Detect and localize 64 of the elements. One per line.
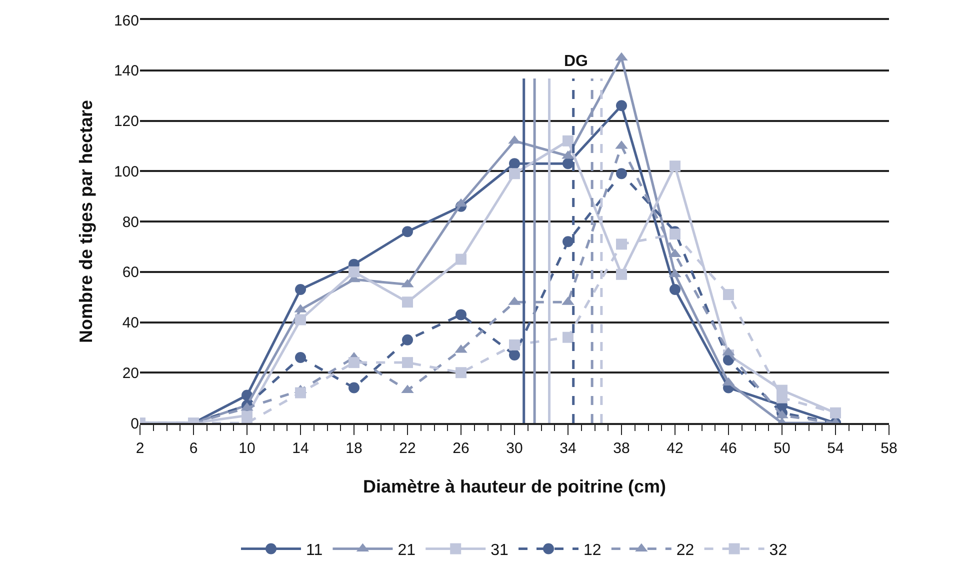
- x-tick-label: 10: [238, 440, 256, 457]
- point: [670, 284, 680, 296]
- x-tick-label: 58: [880, 440, 898, 457]
- y-tick-label: 100: [114, 163, 139, 180]
- point: [509, 168, 520, 180]
- y-tick-label: 20: [122, 364, 139, 382]
- point: [402, 334, 413, 346]
- point: [562, 332, 574, 343]
- point: [616, 168, 627, 180]
- point: [830, 407, 841, 418]
- legend-label: 21: [398, 542, 416, 559]
- y-tick-label: 40: [122, 314, 139, 332]
- point: [670, 228, 680, 240]
- x-tick-label: 26: [452, 440, 470, 457]
- y-tick-label: 60: [122, 264, 139, 282]
- annotation: DG: [564, 53, 588, 70]
- x-tick-label: 2: [136, 440, 144, 457]
- point: [562, 158, 574, 170]
- point: [616, 238, 627, 250]
- y-tick-label: 120: [114, 113, 139, 130]
- point: [295, 284, 306, 296]
- point: [670, 160, 680, 172]
- point: [295, 387, 306, 398]
- y-axis-title: Nombre de tiges par hectare: [76, 100, 96, 344]
- point: [562, 135, 574, 146]
- y-tick-label: 160: [114, 12, 139, 30]
- x-tick-label: 14: [292, 440, 309, 457]
- y-tick-label: 0: [130, 415, 139, 432]
- point: [402, 357, 413, 368]
- point: [402, 296, 413, 308]
- x-tick-label: 50: [774, 440, 790, 457]
- point: [509, 158, 520, 170]
- point: [295, 352, 306, 364]
- x-axis-title: Diamètre à hauteur de poitrine (cm): [362, 476, 666, 496]
- legend-label: 31: [490, 542, 509, 559]
- legend-label: 12: [584, 542, 602, 559]
- x-tick-label: 22: [399, 440, 416, 457]
- point: [456, 367, 466, 378]
- legend-label: 32: [769, 542, 788, 559]
- x-tick-label: 42: [666, 440, 684, 457]
- x-tick-label: 6: [189, 440, 198, 457]
- point: [348, 357, 360, 368]
- point: [456, 309, 466, 320]
- point: [616, 100, 627, 112]
- x-tick-label: 34: [560, 440, 576, 457]
- point: [348, 266, 360, 278]
- x-tick-label: 54: [827, 440, 844, 457]
- x-tick-label: 18: [346, 440, 362, 457]
- point: [509, 349, 520, 360]
- point: [402, 226, 413, 238]
- point: [348, 382, 360, 394]
- y-tick-label: 80: [122, 214, 139, 231]
- legend-label: 11: [306, 542, 323, 559]
- x-tick-label: 46: [720, 440, 737, 457]
- y-tick-label: 140: [114, 62, 139, 80]
- x-tick-label: 30: [506, 440, 523, 457]
- point: [723, 289, 734, 300]
- point: [295, 314, 306, 326]
- legend-label: 22: [676, 542, 694, 559]
- point: [616, 268, 627, 280]
- point: [562, 236, 574, 248]
- x-tick-label: 38: [613, 440, 630, 457]
- point: [509, 339, 520, 350]
- point: [456, 254, 466, 265]
